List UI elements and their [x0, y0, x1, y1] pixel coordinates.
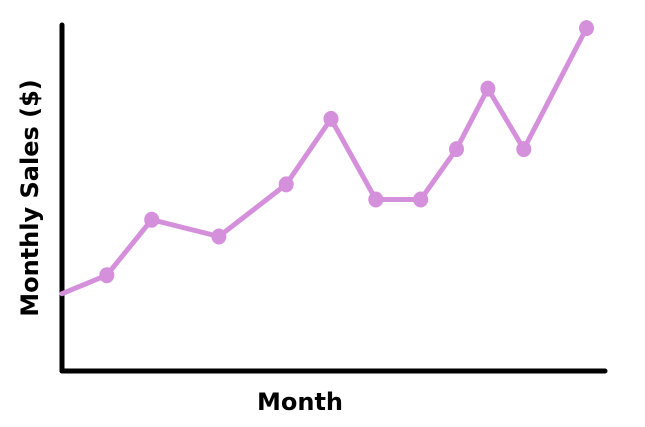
- series-line-0: [59, 25, 589, 297]
- x-axis-title: Month: [257, 388, 343, 416]
- data-point: [368, 191, 384, 208]
- data-point: [211, 228, 227, 245]
- data-point: [99, 267, 115, 284]
- data-point: [144, 211, 160, 228]
- data-point: [449, 141, 464, 158]
- data-point: [579, 20, 594, 37]
- data-point: [278, 176, 294, 193]
- y-axis-title: Monthly Sales ($): [16, 79, 44, 317]
- data-point: [323, 110, 339, 127]
- data-point: [480, 80, 496, 97]
- data-point: [516, 141, 532, 158]
- axes: [59, 22, 608, 374]
- data-point: [413, 191, 429, 208]
- series-layer: [59, 20, 594, 297]
